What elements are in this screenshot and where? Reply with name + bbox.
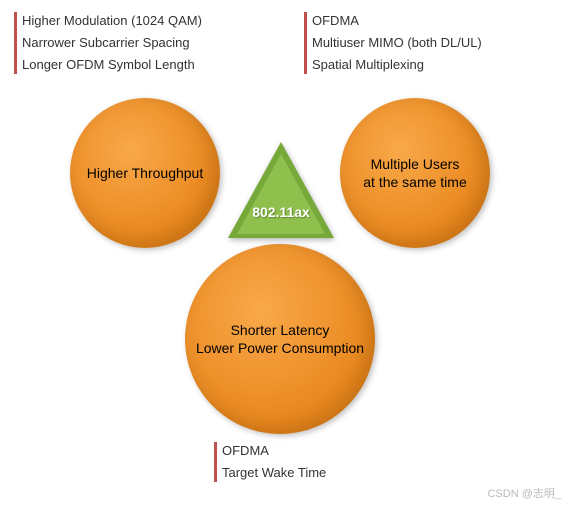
feature-list-left: Higher Modulation (1024 QAM) Narrower Su…	[14, 10, 304, 76]
circle-label-line: Lower Power Consumption	[196, 340, 364, 356]
circle-label-line: Shorter Latency	[231, 322, 330, 338]
list-item: Higher Modulation (1024 QAM)	[22, 10, 304, 32]
circle-label: Shorter Latency Lower Power Consumption	[196, 321, 364, 357]
triangle-inner	[237, 154, 325, 234]
circle-throughput: Higher Throughput	[70, 98, 220, 248]
watermark: CSDN @志明_	[487, 485, 561, 501]
list-item: OFDMA	[222, 440, 326, 462]
circle-label-line: at the same time	[363, 174, 467, 190]
circle-label-line: Multiple Users	[371, 156, 460, 172]
list-item: Multiuser MIMO (both DL/UL)	[312, 32, 554, 54]
list-item: OFDMA	[312, 10, 554, 32]
circle-label: Higher Throughput	[87, 164, 203, 182]
center-triangle: 802.11ax	[228, 142, 334, 238]
diagram-area: Higher Throughput Multiple Users at the …	[0, 76, 569, 436]
list-item: Longer OFDM Symbol Length	[22, 54, 304, 76]
center-label: 802.11ax	[228, 204, 334, 220]
list-item: Spatial Multiplexing	[312, 54, 554, 76]
feature-list-right: OFDMA Multiuser MIMO (both DL/UL) Spatia…	[304, 10, 554, 76]
circle-latency-power: Shorter Latency Lower Power Consumption	[185, 244, 375, 434]
feature-list-bottom: OFDMA Target Wake Time	[214, 440, 326, 484]
top-feature-lists: Higher Modulation (1024 QAM) Narrower Su…	[0, 0, 569, 76]
list-item: Target Wake Time	[222, 462, 326, 484]
list-item: Narrower Subcarrier Spacing	[22, 32, 304, 54]
circle-label: Multiple Users at the same time	[363, 155, 467, 191]
circle-multiple-users: Multiple Users at the same time	[340, 98, 490, 248]
